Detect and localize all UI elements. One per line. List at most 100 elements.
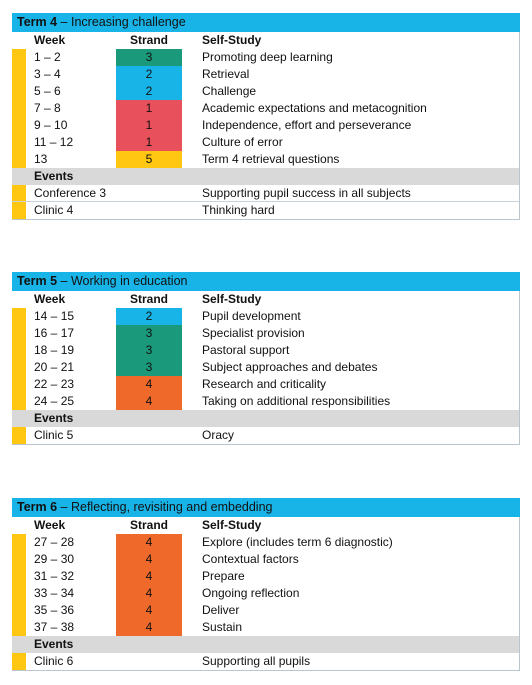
strand-cell: 4 [116, 393, 182, 410]
event-name: Conference 3 [34, 186, 107, 200]
term-4-table: Term 4 – Increasing challenge Week Stran… [12, 13, 520, 220]
term-body: Week Strand Self-Study 14 – 15 2 Pupil dev… [12, 291, 520, 445]
table-row: 29 – 30 4 Contextual factors [12, 551, 519, 568]
strand-cell: 1 [116, 100, 182, 117]
week-cell: 31 – 32 [34, 569, 75, 583]
event-study: Oracy [202, 428, 235, 442]
event-name: Clinic 4 [34, 203, 74, 217]
term-title: Term 4 – Increasing challenge [12, 13, 520, 32]
table-row: 11 – 12 1 Culture of error [12, 134, 519, 151]
week-cell: 18 – 19 [34, 343, 75, 357]
strand-cell: 4 [116, 585, 182, 602]
table-header: Week Strand Self-Study [12, 32, 519, 49]
term-number: Term 6 [17, 500, 58, 514]
table-row: 5 – 6 2 Challenge [12, 83, 519, 100]
week-cell: 27 – 28 [34, 535, 75, 549]
strand-cell: 4 [116, 602, 182, 619]
header-study: Self-Study [202, 518, 262, 532]
table-row: 14 – 15 2 Pupil development [12, 308, 519, 325]
table-row: 33 – 34 4 Ongoing reflection [12, 585, 519, 602]
study-cell: Sustain [202, 620, 243, 634]
study-cell: Contextual factors [202, 552, 299, 566]
study-cell: Promoting deep learning [202, 50, 333, 64]
week-cell: 33 – 34 [34, 586, 75, 600]
strand-cell: 2 [116, 308, 182, 325]
study-cell: Retrieval [202, 67, 250, 81]
week-cell: 37 – 38 [34, 620, 75, 634]
strand-cell: 3 [116, 325, 182, 342]
header-strand: Strand [129, 33, 168, 47]
term-5-table: Term 5 – Working in education Week Stran… [12, 272, 520, 445]
term-stripe [12, 291, 26, 444]
term-number: Term 5 [17, 274, 58, 288]
week-cell: 5 – 6 [34, 84, 61, 98]
study-cell: Term 4 retrieval questions [202, 152, 340, 166]
table-row: 20 – 21 3 Subject approaches and debates [12, 359, 519, 376]
events-header: Events [12, 636, 519, 653]
study-cell: Pupil development [202, 309, 301, 323]
header-study: Self-Study [202, 292, 262, 306]
events-header: Events [12, 168, 519, 185]
event-study: Supporting all pupils [202, 654, 311, 668]
header-strand: Strand [129, 292, 168, 306]
table-row: 27 – 28 4 Explore (includes term 6 diagnos… [12, 534, 519, 551]
table-row: 31 – 32 4 Prepare [12, 568, 519, 585]
strand-cell: 4 [116, 376, 182, 393]
term-title: Term 5 – Working in education [12, 272, 520, 291]
event-row: Conference 3 Supporting pupil success in … [12, 185, 519, 202]
term-name: Working in education [70, 274, 188, 288]
header-week: Week [34, 33, 66, 47]
term-body: Week Strand Self-Study 27 – 28 4 Explore (… [12, 517, 520, 671]
header-week: Week [34, 292, 66, 306]
strand-cell: 1 [116, 134, 182, 151]
strand-cell: 2 [116, 83, 182, 100]
study-cell: Taking on additional responsibilities [202, 394, 391, 408]
week-cell: 24 – 25 [34, 394, 75, 408]
event-name: Clinic 5 [34, 428, 74, 442]
table-header: Week Strand Self-Study [12, 291, 519, 308]
week-cell: 3 – 4 [34, 67, 61, 81]
table-row: 24 – 25 4 Taking on additional responsibil… [12, 393, 519, 410]
table-row: 3 – 4 2 Retrieval [12, 66, 519, 83]
study-cell: Culture of error [202, 135, 283, 149]
study-cell: Research and criticality [202, 377, 327, 391]
study-cell: Explore (includes term 6 diagnostic) [202, 535, 393, 549]
header-study: Self-Study [202, 33, 262, 47]
week-cell: 7 – 8 [34, 101, 61, 115]
strand-cell: 4 [116, 619, 182, 636]
strand-cell: 2 [116, 66, 182, 83]
strand-cell: 5 [116, 151, 182, 168]
term-title: Term 6 – Reflecting, revisiting and embe… [12, 498, 520, 517]
term-body: Week Strand Self-Study 1 – 2 3 Promoting d… [12, 32, 520, 220]
study-cell: Challenge [202, 84, 257, 98]
event-row: Clinic 6 Supporting all pupils [12, 653, 519, 670]
term-name: Increasing challenge [70, 15, 186, 29]
table-row: 35 – 36 4 Deliver [12, 602, 519, 619]
study-cell: Prepare [202, 569, 245, 583]
term-6-table: Term 6 – Reflecting, revisiting and embe… [12, 498, 520, 671]
table-row: 16 – 17 3 Specialist provision [12, 325, 519, 342]
week-cell: 1 – 2 [34, 50, 61, 64]
strand-cell: 4 [116, 534, 182, 551]
week-cell: 14 – 15 [34, 309, 75, 323]
strand-cell: 1 [116, 117, 182, 134]
event-row: Clinic 4 Thinking hard [12, 202, 519, 219]
term-number: Term 4 [17, 15, 58, 29]
event-row: Clinic 5 Oracy [12, 427, 519, 444]
strand-cell: 3 [116, 49, 182, 66]
study-cell: Deliver [202, 603, 240, 617]
header-week: Week [34, 518, 66, 532]
events-header: Events [12, 410, 519, 427]
strand-cell: 3 [116, 342, 182, 359]
week-cell: 16 – 17 [34, 326, 75, 340]
strand-cell: 4 [116, 568, 182, 585]
term-stripe [12, 517, 26, 670]
events-label: Events [34, 169, 74, 183]
event-study: Supporting pupil success in all subjects [202, 186, 411, 200]
week-cell: 13 [34, 152, 48, 166]
week-cell: 11 – 12 [34, 135, 74, 149]
term-name: Reflecting, revisiting and embedding [70, 500, 273, 514]
study-cell: Academic expectations and metacognition [202, 101, 427, 115]
table-row: 9 – 10 1 Independence, effort and persever… [12, 117, 519, 134]
table-row: 13 5 Term 4 retrieval questions [12, 151, 519, 168]
